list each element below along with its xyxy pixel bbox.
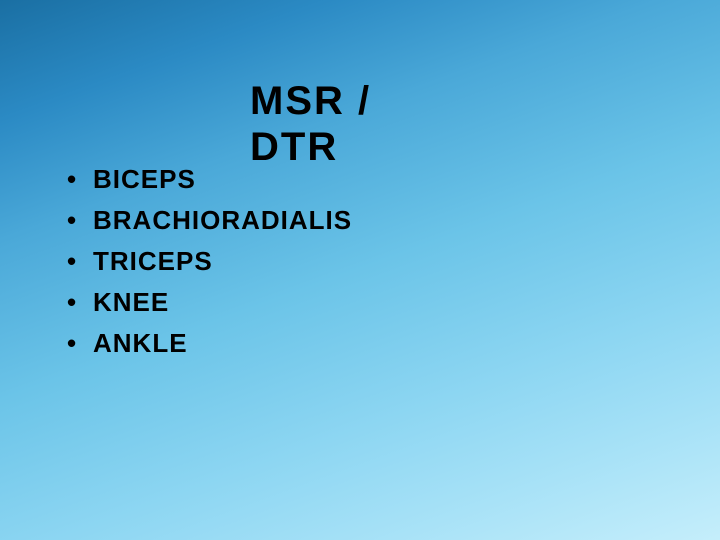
- slide-title: MSR / DTR: [250, 78, 371, 170]
- list-item: BICEPS: [65, 160, 345, 199]
- list-item: BRACHIORADIALIS: [65, 201, 345, 240]
- list-item: ANKLE: [65, 324, 345, 363]
- title-line-1: MSR /: [250, 79, 371, 123]
- slide-container: MSR / DTR BICEPS BRACHIORADIALIS TRICEPS…: [0, 0, 720, 540]
- bullet-list: BICEPS BRACHIORADIALIS TRICEPS KNEE ANKL…: [65, 160, 345, 365]
- list-item: TRICEPS: [65, 242, 345, 281]
- list-item: KNEE: [65, 283, 345, 322]
